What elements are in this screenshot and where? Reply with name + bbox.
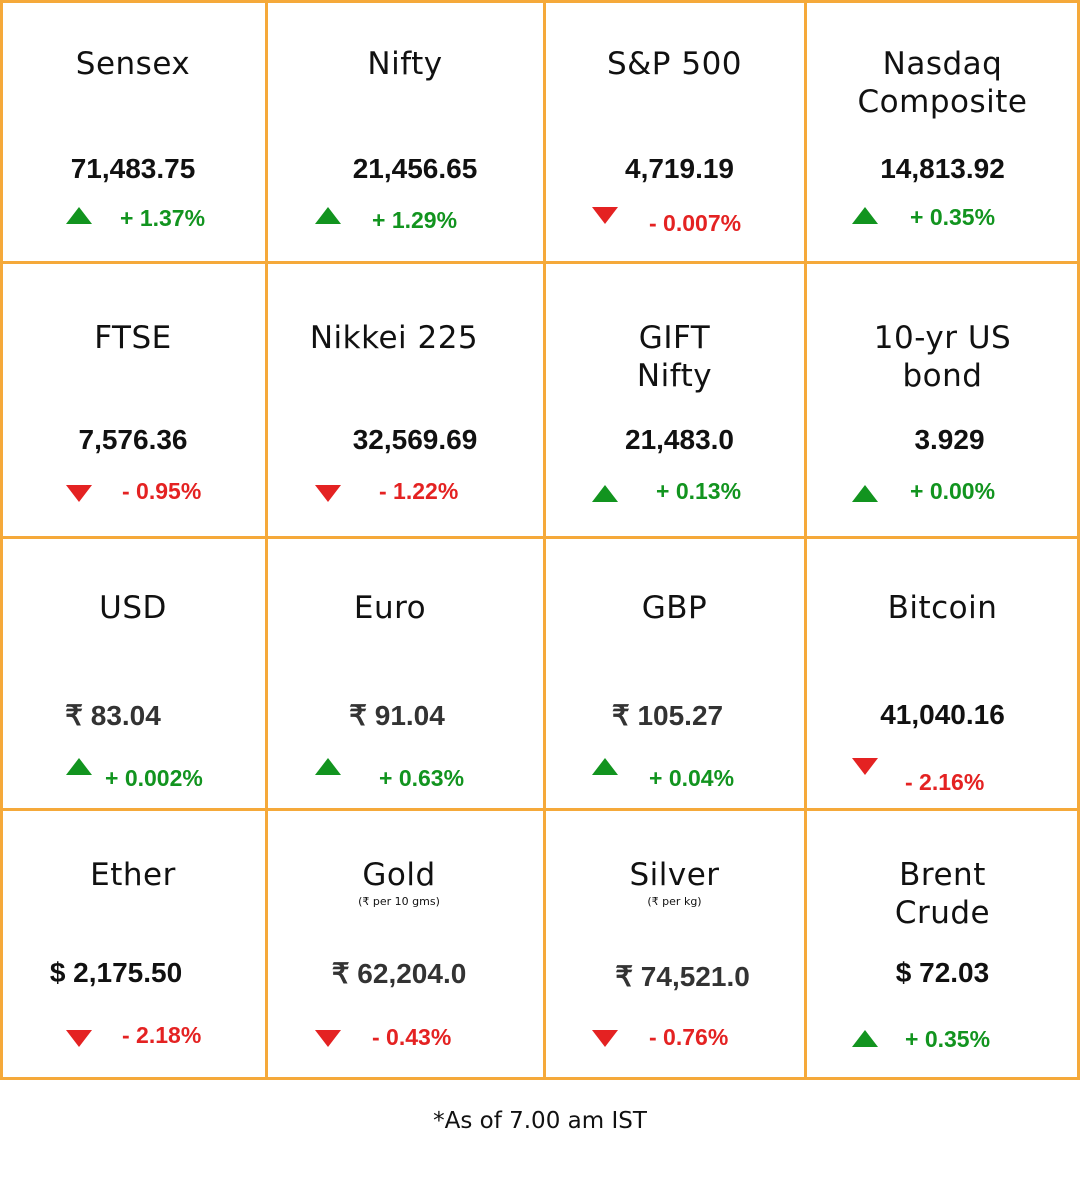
tile-name: Nasdaq Composite (857, 46, 1028, 120)
tile-brent-crude: Brent Crude $ 72.03 + 0.35% (805, 809, 1080, 1078)
tile-change: - 0.007% (649, 210, 742, 236)
down-arrow-icon (315, 485, 341, 502)
tile-name: Ether (90, 857, 176, 893)
down-arrow-icon (66, 485, 92, 502)
tile-value: ₹ 83.04 (65, 700, 161, 731)
tile-ftse: FTSE 7,576.36 - 0.95% (0, 262, 266, 537)
up-arrow-icon (852, 207, 878, 224)
tile-change: + 0.13% (656, 478, 742, 504)
tile-change: - 0.76% (649, 1024, 729, 1050)
up-arrow-icon (592, 485, 618, 502)
tile-value: 32,569.69 (352, 424, 478, 455)
tile-name: Sensex (75, 46, 191, 82)
down-arrow-icon (315, 1030, 341, 1047)
tile-name: Brent Crude (894, 857, 991, 931)
tile-change: + 0.35% (905, 1026, 991, 1052)
tile-value: ₹ 74,521.0 (615, 961, 750, 992)
down-arrow-icon (592, 207, 618, 224)
tile-value: ₹ 62,204.0 (331, 958, 467, 989)
down-arrow-icon (852, 758, 878, 775)
tile-usd: USD ₹ 83.04 + 0.002% (0, 537, 266, 809)
grid-line (0, 261, 1080, 264)
down-arrow-icon (592, 1030, 618, 1047)
tile-value: 21,456.65 (352, 153, 478, 184)
tile-value: 21,483.0 (625, 424, 734, 455)
tile-name: GIFT Nifty (636, 320, 713, 394)
tile-name: Nikkei 225 (309, 320, 479, 356)
tile-change: + 0.63% (379, 765, 465, 791)
tile-value: $ 2,175.50 (49, 957, 183, 988)
up-arrow-icon (315, 758, 341, 775)
tile-value: ₹ 91.04 (349, 700, 445, 731)
grid-line (543, 0, 546, 1080)
grid-line (0, 808, 1080, 811)
up-arrow-icon (66, 207, 92, 224)
tile-value: 71,483.75 (70, 153, 196, 184)
tile-silver: Silver (₹ per kg) ₹ 74,521.0 - 0.76% (544, 809, 805, 1078)
tile-value: ₹ 105.27 (611, 700, 724, 731)
tile-bitcoin: Bitcoin 41,040.16 - 2.16% (805, 537, 1080, 809)
tile-sensex: Sensex 71,483.75 + 1.37% (0, 0, 266, 262)
tile-change: - 0.95% (122, 478, 202, 504)
up-arrow-icon (592, 758, 618, 775)
tile-change: - 1.22% (379, 478, 459, 504)
tile-name: 10-yr US bond (873, 320, 1012, 394)
tile-sp500: S&P 500 4,719.19 - 0.007% (544, 0, 805, 262)
tile-value: 7,576.36 (78, 424, 188, 455)
tile-value: 4,719.19 (625, 153, 734, 184)
tile-gift-nifty: GIFT Nifty 21,483.0 + 0.13% (544, 262, 805, 537)
tile-change: - 2.16% (905, 769, 985, 795)
tile-unit: (₹ per 10 gms) (358, 895, 440, 908)
tile-name: Silver (629, 857, 720, 893)
tile-us-bond: 10-yr US bond 3.929 + 0.00% (805, 262, 1080, 537)
tile-nasdaq: Nasdaq Composite 14,813.92 + 0.35% (805, 0, 1080, 262)
tile-change: + 0.00% (910, 478, 996, 504)
footnote: *As of 7.00 am IST (433, 1108, 647, 1134)
up-arrow-icon (852, 485, 878, 502)
up-arrow-icon (315, 207, 341, 224)
tile-name: Nifty (367, 46, 443, 82)
tile-gbp: GBP ₹ 105.27 + 0.04% (544, 537, 805, 809)
tile-unit: (₹ per kg) (647, 895, 702, 908)
tile-name: USD (99, 590, 167, 626)
tile-value: 3.929 (914, 424, 985, 455)
tile-change: - 0.43% (372, 1024, 452, 1050)
tile-value: $ 72.03 (895, 957, 990, 988)
up-arrow-icon (66, 758, 92, 775)
tile-name: FTSE (94, 320, 172, 356)
grid-line (804, 0, 807, 1080)
tile-value: 14,813.92 (880, 153, 1005, 184)
tile-nifty: Nifty 21,456.65 + 1.29% (266, 0, 544, 262)
grid-line (0, 1077, 1080, 1080)
tile-name: Gold (362, 857, 436, 893)
tile-name: GBP (641, 590, 708, 626)
grid-line (0, 536, 1080, 539)
tile-name: S&P 500 (606, 46, 743, 82)
grid-line (265, 0, 268, 1080)
tile-value: 41,040.16 (880, 699, 1005, 730)
tile-euro: Euro ₹ 91.04 + 0.63% (266, 537, 544, 809)
grid-line (0, 0, 1080, 3)
grid-line (0, 0, 3, 1080)
grid-line (1077, 0, 1080, 1080)
tile-change: + 0.002% (105, 765, 203, 791)
tile-name: Euro (353, 590, 427, 626)
tile-name: Bitcoin (887, 590, 998, 626)
up-arrow-icon (852, 1030, 878, 1047)
tile-change: - 2.18% (122, 1022, 202, 1048)
market-tiles-grid (0, 0, 1080, 1080)
tile-nikkei: Nikkei 225 32,569.69 - 1.22% (266, 262, 544, 537)
tile-change: + 0.35% (910, 204, 996, 230)
tile-ether: Ether $ 2,175.50 - 2.18% (0, 809, 266, 1078)
tile-change: + 1.29% (372, 207, 458, 233)
down-arrow-icon (66, 1030, 92, 1047)
tile-change: + 0.04% (649, 765, 735, 791)
tile-change: + 1.37% (120, 205, 206, 231)
tile-gold: Gold (₹ per 10 gms) ₹ 62,204.0 - 0.43% (266, 809, 544, 1078)
